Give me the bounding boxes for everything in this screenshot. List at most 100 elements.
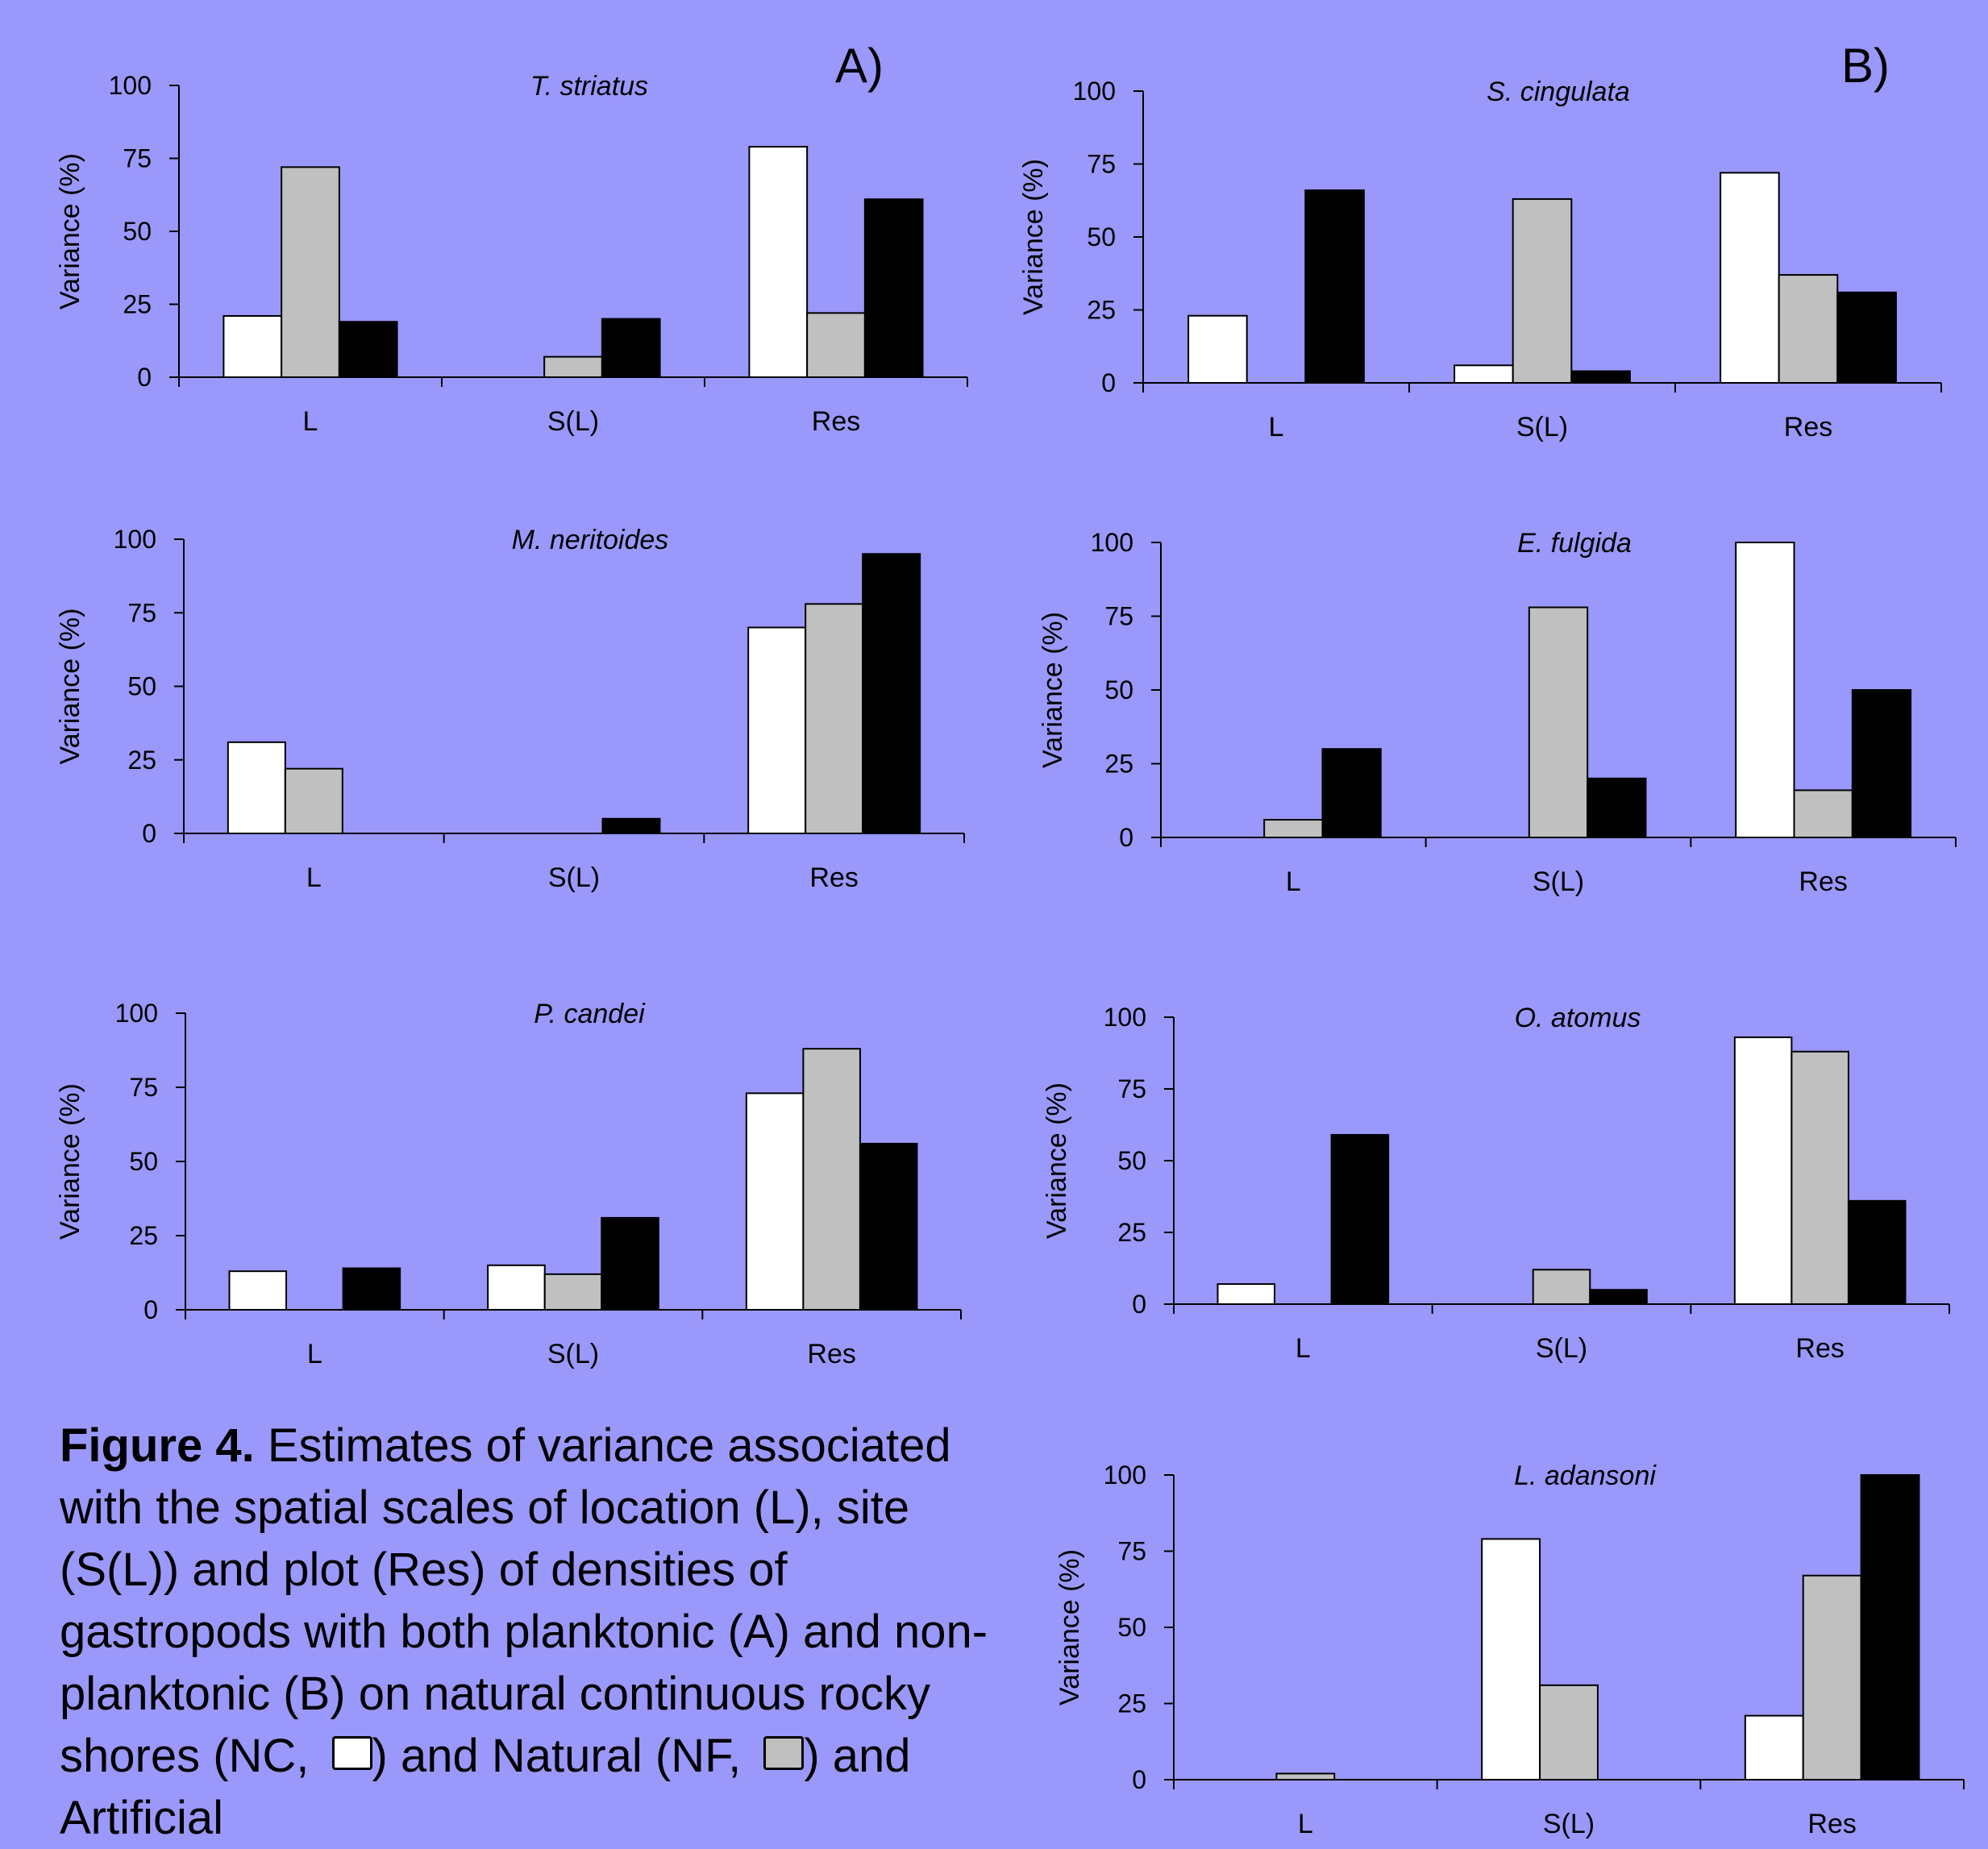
x-tick-label: S(L) xyxy=(548,862,600,893)
chart-5: P. candei Variance (%) L S(L) Res 0 25 50 75 100 xyxy=(55,999,962,1369)
x-tick-label: L xyxy=(1269,412,1284,443)
bar-nc-l xyxy=(228,1270,288,1311)
chart-2: S. cingulata Variance (%) L S(L) Res 0 25 50 75 1… xyxy=(1018,77,1942,443)
bar-af-res xyxy=(1836,291,1897,384)
bar-nf-sl xyxy=(1512,197,1573,384)
y-axis-label: Variance (%) xyxy=(1042,1082,1072,1239)
y-tick-label: 25 xyxy=(127,746,156,775)
bar-af-sl xyxy=(1587,777,1647,838)
bar-af-res xyxy=(1847,1199,1907,1305)
bar-nc-res xyxy=(748,146,809,379)
chart-1: T. striatus Variance (%) L S(L) Res 0 25 50 75 10… xyxy=(55,71,968,437)
bar-af-res xyxy=(863,198,924,378)
y-tick-label: 0 xyxy=(1101,368,1116,397)
y-tick-label: 100 xyxy=(1104,1461,1146,1490)
bar-nc-l xyxy=(1217,1283,1276,1305)
chart-6: O. atomus Variance (%) L S(L) Res 0 25 50 75 100 xyxy=(1042,1003,1950,1364)
y-tick-label: 50 xyxy=(123,217,152,246)
x-tick-label: S(L) xyxy=(1533,866,1584,897)
y-tick-label: 75 xyxy=(123,144,152,173)
bar-nf-l xyxy=(1275,1772,1336,1780)
y-tick-label: 50 xyxy=(1117,1146,1146,1175)
bar-af-l xyxy=(1321,748,1382,839)
x-tick-label: L xyxy=(306,862,322,893)
bar-af-sl xyxy=(1570,370,1631,384)
legend-swatch-nf xyxy=(763,1736,805,1770)
x-tick-label: S(L) xyxy=(1536,1333,1587,1364)
chart-title: P. candei xyxy=(534,999,646,1029)
y-tick-label: 0 xyxy=(142,819,156,848)
bar-nf-res xyxy=(1793,789,1853,839)
y-tick-label: 75 xyxy=(1117,1074,1146,1103)
bar-nf-res xyxy=(1802,1574,1862,1780)
bar-nf-sl xyxy=(1539,1684,1599,1781)
y-tick-label: 25 xyxy=(1087,296,1116,325)
chart-title: E. fulgida xyxy=(1517,528,1632,559)
bar-nc-res xyxy=(745,1092,805,1311)
bar-nf-res xyxy=(806,312,866,378)
bar-af-res xyxy=(859,1142,918,1311)
x-tick-label: Res xyxy=(809,862,858,893)
legend-swatch-nc xyxy=(331,1736,372,1770)
x-tick-label: L xyxy=(307,1339,322,1369)
bar-nc-sl xyxy=(487,1264,546,1311)
x-tick-label: S(L) xyxy=(547,406,599,437)
bar-af-l xyxy=(342,1267,401,1311)
y-tick-label: 25 xyxy=(123,290,152,319)
chart-title: L. adansoni xyxy=(1514,1461,1657,1491)
x-tick-label: L xyxy=(1286,866,1301,897)
bar-nf-sl xyxy=(543,355,603,379)
bar-nc-res xyxy=(1744,1714,1804,1781)
bar-nf-l xyxy=(281,166,340,379)
caption-text-1: Estimates of variance associated with th… xyxy=(60,1419,988,1782)
y-tick-label: 50 xyxy=(1087,222,1116,251)
bar-af-sl xyxy=(1589,1289,1648,1305)
y-tick-label: 100 xyxy=(1091,528,1133,557)
panel-label-a: A) xyxy=(835,39,884,93)
bar-nc-res xyxy=(1720,172,1780,384)
bar-nf-l xyxy=(1263,819,1324,838)
y-axis-label: Variance (%) xyxy=(1018,159,1049,315)
bar-nf-sl xyxy=(1532,1269,1591,1306)
chart-title: T. striatus xyxy=(530,71,648,102)
x-tick-label: L xyxy=(303,406,318,437)
bar-af-res xyxy=(1860,1474,1920,1780)
bar-af-sl xyxy=(601,318,661,379)
y-tick-label: 25 xyxy=(1117,1218,1146,1247)
y-tick-label: 25 xyxy=(129,1221,158,1250)
bar-af-sl xyxy=(601,1216,659,1311)
caption-text-2: ) and Natural (NF, xyxy=(372,1730,755,1782)
bar-af-l xyxy=(1330,1133,1390,1305)
bar-nf-res xyxy=(1790,1050,1849,1305)
y-tick-label: 50 xyxy=(1117,1613,1146,1642)
x-tick-label: L xyxy=(1296,1333,1311,1364)
bar-nf-sl xyxy=(1528,606,1589,839)
chart-panels: T. striatus Variance (%) L S(L) Res 0 25 50 75 10… xyxy=(55,71,1965,1839)
y-tick-label: 0 xyxy=(1132,1765,1146,1794)
x-tick-label: L xyxy=(1298,1809,1313,1839)
x-tick-label: Res xyxy=(1799,866,1847,897)
y-tick-label: 75 xyxy=(127,598,156,627)
chart-4: E. fulgida Variance (%) L S(L) Res 0 25 50 75 100 xyxy=(1038,528,1957,897)
bar-nc-l xyxy=(227,741,286,834)
bar-nc-l xyxy=(223,314,283,379)
chart-3: M. neritoides Variance (%) L S(L) Res 0 25 50 75… xyxy=(55,525,965,893)
bar-af-res xyxy=(862,553,921,834)
y-tick-label: 100 xyxy=(1073,77,1116,106)
bar-nc-l xyxy=(1187,314,1248,384)
chart-title: M. neritoides xyxy=(512,525,669,555)
y-tick-label: 75 xyxy=(1117,1537,1146,1566)
y-tick-label: 0 xyxy=(1132,1290,1146,1319)
y-tick-label: 75 xyxy=(1087,150,1116,179)
bar-af-sl xyxy=(601,817,661,834)
bar-nf-res xyxy=(802,1048,861,1311)
y-tick-label: 0 xyxy=(1119,823,1133,852)
y-tick-label: 25 xyxy=(1104,750,1133,779)
bar-nc-res xyxy=(1733,1036,1793,1306)
bar-nc-sl xyxy=(1454,364,1514,384)
chart-title: S. cingulata xyxy=(1487,77,1630,107)
bar-nc-sl xyxy=(1481,1538,1541,1780)
chart-7: L. adansoni Variance (%) L S(L) Res 0 25 50 75 10… xyxy=(1054,1461,1965,1839)
x-tick-label: Res xyxy=(1795,1333,1844,1364)
